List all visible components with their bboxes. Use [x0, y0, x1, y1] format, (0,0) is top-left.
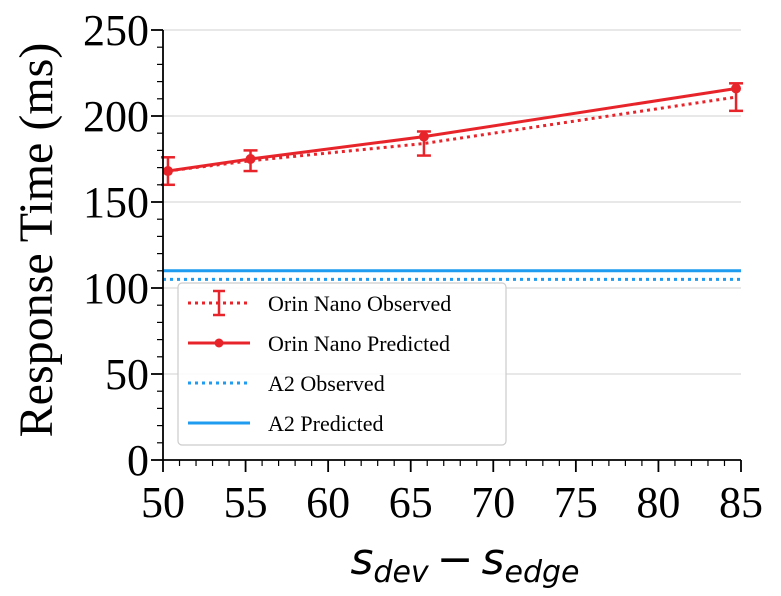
- x-tick-label: 75: [554, 478, 598, 527]
- y-tick-label: 250: [83, 6, 149, 55]
- x-axis-title-s2: s: [482, 534, 505, 585]
- x-axis-title: sdev − sedge: [350, 534, 579, 590]
- data-point-orin-predicted: [418, 131, 429, 142]
- x-axis-title-sub2: edge: [505, 555, 580, 590]
- x-axis-title-s1: s: [350, 534, 373, 585]
- data-point-orin-predicted: [162, 166, 173, 177]
- legend: Orin Nano Observed Orin Nano Predicted A…: [177, 282, 507, 446]
- x-tick-label: 70: [471, 478, 515, 527]
- y-tick-label: 150: [83, 178, 149, 227]
- legend-box: [177, 282, 507, 446]
- y-tick-label: 0: [127, 436, 149, 485]
- series-layer: [160, 82, 744, 281]
- y-tick-label: 200: [83, 92, 149, 141]
- x-tick-label: 85: [719, 478, 763, 527]
- series-line-orin-predicted: [167, 86, 737, 173]
- data-point-orin-predicted: [245, 154, 256, 164]
- x-axis-title-minus: −: [437, 534, 474, 585]
- legend-label-orin-predicted: Orin Nano Predicted: [268, 331, 450, 356]
- x-tick-label: 80: [636, 478, 680, 527]
- x-tick-label: 55: [224, 478, 268, 527]
- y-tick-label: 50: [105, 350, 149, 399]
- y-axis-title: Response Time (ms): [10, 43, 63, 438]
- x-tick-label: 50: [141, 478, 185, 527]
- series-line-orin-observed: [167, 95, 737, 173]
- data-point-orin-predicted: [731, 83, 742, 94]
- legend-label-orin-observed: Orin Nano Observed: [268, 291, 451, 316]
- y-tick-label: 100: [83, 264, 149, 313]
- legend-label-a2-observed: A2 Observed: [268, 371, 385, 396]
- legend-handle-marker: [214, 338, 224, 348]
- x-tick-label: 65: [389, 478, 433, 527]
- axes: [151, 29, 742, 472]
- x-tick-label: 60: [306, 478, 350, 527]
- legend-label-a2-predicted: A2 Predicted: [268, 411, 383, 436]
- x-axis-title-sub1: dev: [373, 555, 430, 590]
